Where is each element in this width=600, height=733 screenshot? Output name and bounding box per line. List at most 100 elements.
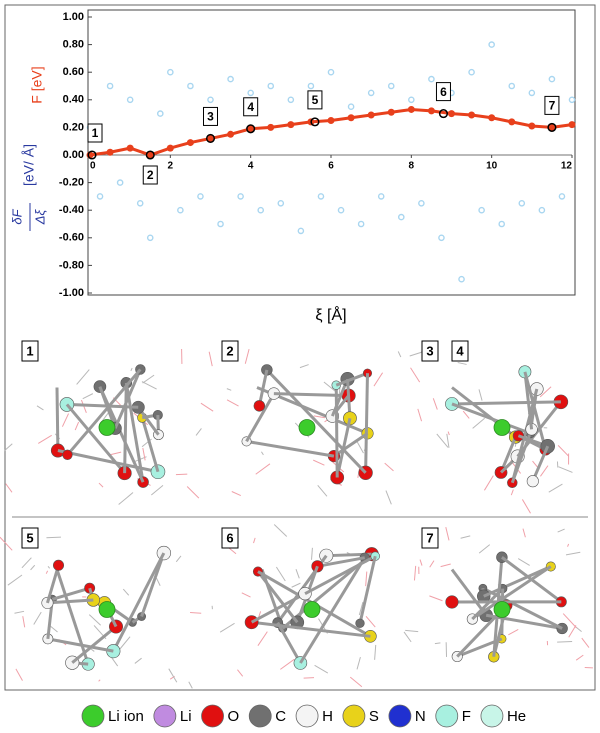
solvent-stick: [168, 668, 178, 683]
solvent-stick: [365, 571, 368, 587]
free-energy-point: [327, 117, 335, 124]
panel-label-box: [21, 340, 39, 362]
solvent-stick: [280, 658, 295, 670]
bond: [55, 569, 90, 665]
y-label: δF Δξ [eV/ Å] F [eV]: [9, 66, 47, 231]
solvent-stick: [118, 492, 134, 505]
annotation-marker: [205, 133, 216, 143]
free-energy-point: [287, 121, 295, 129]
derivative-point: [126, 96, 134, 104]
solvent-stick: [295, 568, 300, 579]
solvent-stick: [417, 408, 423, 422]
y-label-num: δF: [9, 208, 24, 224]
bond: [485, 613, 563, 630]
solvent-stick: [261, 451, 264, 456]
derivative-point: [136, 199, 144, 207]
solvent-stick: [226, 399, 239, 407]
x-tick-label: 2: [168, 161, 174, 172]
legend-swatch: [81, 704, 105, 728]
derivative-point: [438, 234, 445, 242]
solvent-stick: [141, 381, 157, 390]
solvent-stick: [419, 559, 423, 566]
legend-label: C: [275, 708, 286, 725]
solvent-stick: [98, 482, 104, 488]
derivative-point: [317, 193, 325, 200]
panel-label-box: [451, 340, 469, 362]
solvent-stick: [539, 386, 552, 398]
panel-label-box: [221, 527, 239, 549]
annotation-marker: [310, 117, 320, 127]
y-tick-label: -1.00: [59, 287, 84, 299]
bond: [450, 568, 488, 617]
solvent-stick: [45, 570, 49, 574]
solvent-stick: [255, 463, 271, 475]
free-energy-line: [89, 107, 573, 157]
derivative-point: [227, 75, 234, 83]
snapshot-panel: 5: [0, 527, 202, 689]
derivative-point: [428, 75, 435, 83]
derivative-point: [287, 96, 295, 104]
y-label-den: Δξ: [32, 209, 47, 226]
solvent-stick: [188, 681, 193, 689]
solvent-stick: [478, 544, 491, 554]
derivative-point: [96, 193, 104, 200]
solvent-stick: [373, 372, 384, 387]
solvent-stick: [186, 486, 200, 499]
solvent-stick: [195, 428, 202, 436]
panel-label-box: [221, 340, 239, 362]
derivative-point: [237, 193, 244, 200]
x-tick-label: 8: [409, 161, 415, 172]
solvent-stick: [98, 679, 101, 682]
derivative-point: [297, 227, 305, 235]
solvent-stick: [557, 641, 573, 643]
derivative-point: [267, 82, 275, 90]
panel-label-box: [421, 527, 439, 549]
derivative-point: [217, 220, 224, 228]
atom: [355, 618, 365, 628]
derivative-point: [116, 179, 124, 186]
derivative-point: [397, 213, 405, 221]
bond: [499, 436, 517, 474]
derivative-point: [488, 41, 495, 48]
solvent-stick: [581, 637, 590, 648]
bond: [364, 373, 369, 473]
solvent-stick: [517, 558, 530, 566]
solvent-stick: [446, 433, 450, 448]
bond: [245, 392, 276, 443]
derivative-point: [548, 75, 556, 83]
li-ion: [493, 419, 511, 436]
solvent-stick: [36, 405, 44, 411]
derivative-point: [146, 234, 154, 242]
bond: [140, 552, 166, 617]
solvent-stick: [457, 362, 467, 365]
solvent-stick: [15, 668, 23, 681]
solvent-stick: [47, 565, 51, 569]
solvent-stick: [429, 595, 443, 602]
derivative-point: [106, 82, 114, 90]
bond: [451, 400, 561, 406]
solvent-stick: [432, 398, 438, 410]
solvent-stick: [257, 631, 268, 646]
solvent-stick: [228, 547, 237, 555]
solvent-stick: [562, 613, 577, 629]
solvent-stick: [122, 588, 130, 596]
solvent-stick: [61, 413, 70, 427]
solvent-stick: [134, 657, 142, 664]
solvent-stick: [317, 485, 328, 497]
free-energy-point: [347, 114, 355, 122]
solvent-stick: [226, 388, 232, 391]
free-energy-point: [247, 125, 255, 133]
y-tick-label: 0.60: [63, 66, 84, 78]
solvent-stick: [5, 483, 13, 493]
derivative-point: [277, 199, 285, 207]
solvent-stick: [472, 417, 485, 429]
atom: [62, 449, 73, 460]
x-tick-label: 10: [486, 161, 498, 172]
solvent-stick: [253, 537, 256, 544]
solvent-stick: [558, 466, 573, 473]
annotation-box: [307, 90, 323, 110]
free-energy-point: [488, 114, 496, 122]
solvent-stick: [521, 499, 531, 514]
x-tick-label: 4: [248, 161, 254, 172]
